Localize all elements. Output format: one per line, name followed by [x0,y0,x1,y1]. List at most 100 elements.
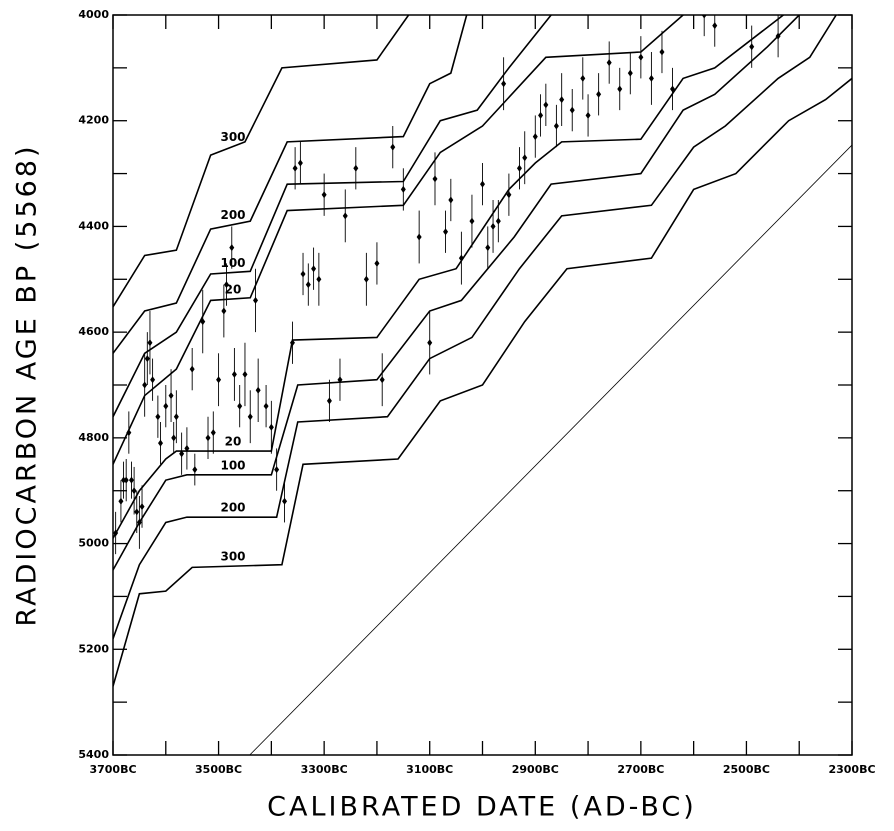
curve-label: 20 [225,282,242,296]
data-point [353,164,359,172]
x-tick-label: 2700BC [617,763,664,776]
data-point [390,143,396,151]
data-point [305,281,311,289]
calibration-curve [113,15,410,308]
data-point [606,59,612,67]
data-point [263,402,269,410]
data-point [171,434,177,442]
data-point [253,296,259,304]
y-tick-label: 4600 [78,325,109,338]
data-point [150,376,156,384]
y-tick-label: 4000 [78,8,109,21]
data-point [638,53,644,61]
data-point [216,376,222,384]
data-point [274,466,280,474]
data-point [501,80,507,88]
data-point [189,365,195,373]
data-point [147,339,153,347]
data-point [516,164,522,172]
data-point [400,185,406,193]
data-point [144,355,150,363]
calibration-curve [113,15,684,465]
data-point [237,402,243,410]
data-point [155,413,161,421]
data-point [648,74,654,82]
calibration-curve [113,77,852,687]
data-point [506,191,512,199]
curve-label: 200 [220,208,245,222]
curve-label: 100 [220,458,245,472]
data-point [131,487,137,495]
data-point [158,439,164,447]
data-point [139,503,145,511]
data-point [300,270,306,278]
data-point [701,15,707,19]
data-point [617,85,623,93]
curve-label: 100 [220,256,245,270]
data-point [416,233,422,241]
data-point [427,339,433,347]
data-point [749,43,755,51]
data-point [712,22,718,30]
data-point [255,386,261,394]
data-point [569,106,575,114]
data-point [495,217,501,225]
curve-label: 300 [220,130,245,144]
curve-label: 20 [225,435,242,449]
calibration-curve [113,15,552,418]
data-point [458,254,464,262]
x-tick-label: 3100BC [406,763,453,776]
data-point [585,111,591,119]
data-point [136,518,142,526]
data-point [580,74,586,82]
data-point [342,212,348,220]
data-point [168,392,174,400]
x-tick-label: 3700BC [89,763,136,776]
data-point [289,339,295,347]
data-point [596,90,602,98]
data-point [142,381,148,389]
y-axis-title: RADIOCARBON AGE BP (5568) [12,143,43,626]
data-point [247,413,253,421]
y-tick-label: 4800 [78,431,109,444]
plot-area [113,15,852,755]
data-point [292,164,298,172]
data-point [480,180,485,188]
data-point [443,228,449,236]
data-point [242,370,248,378]
data-point [231,370,237,378]
data-point [522,154,528,162]
calibration-curve [113,15,784,539]
data-point [659,48,665,56]
curve-label: 300 [220,550,245,564]
data-point [179,450,185,458]
data-point [205,434,211,442]
data-point [670,85,676,93]
data-point [469,217,475,225]
data-point [311,265,317,273]
data-point [316,275,322,283]
data-point [123,476,129,484]
data-point [363,275,369,283]
data-point [173,413,179,421]
data-point [221,307,227,315]
data-point [223,281,229,289]
calibration-curve [113,15,800,571]
y-tick-label: 5000 [78,537,109,550]
data-point [121,476,127,484]
data-point [775,32,781,40]
data-point [538,111,544,119]
x-axis-title: CALIBRATED DATE (AD-BC) [267,792,697,823]
y-tick-label: 5400 [78,748,109,761]
calibration-curve [113,15,468,354]
x-tick-label: 3300BC [301,763,348,776]
data-point [297,159,303,167]
data-point [118,497,124,505]
x-tick-label: 2500BC [723,763,770,776]
data-point [553,122,559,130]
x-tick-label: 3500BC [195,763,242,776]
data-point [543,101,549,109]
x-tick-label: 2900BC [512,763,559,776]
y-tick-label: 4400 [78,219,109,232]
